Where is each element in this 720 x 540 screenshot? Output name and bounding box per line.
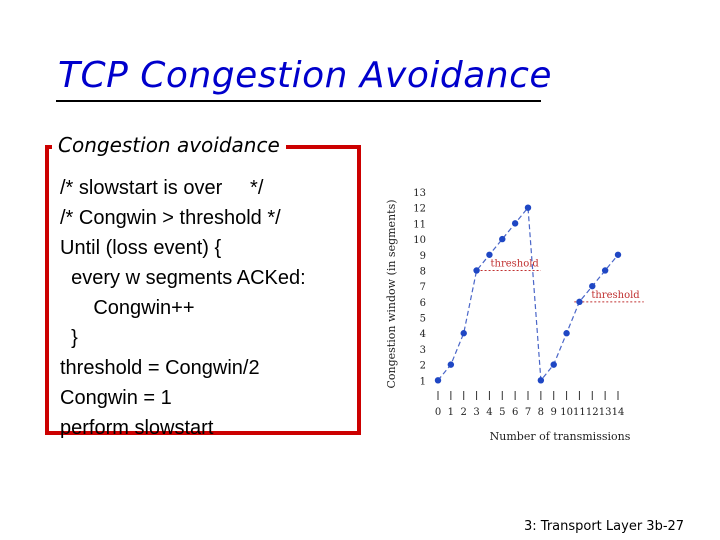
x-tick-label: 4 <box>486 407 492 418</box>
data-point <box>473 267 480 274</box>
y-tick-label: 11 <box>413 219 426 230</box>
y-tick-label: 1 <box>420 376 426 387</box>
x-tick-label: 1 <box>448 407 454 418</box>
pseudocode-line: threshold = Congwin/2 <box>60 357 260 379</box>
x-tick-label: 9 <box>551 407 557 418</box>
y-axis-title: Congestion window (in segments) <box>385 199 398 388</box>
x-tick-label: 8 <box>538 407 544 418</box>
data-point <box>524 204 532 211</box>
pseudocode-line: Congwin = 1 <box>60 387 172 409</box>
threshold-label: threshold <box>591 290 640 301</box>
x-tick-label: 14 <box>612 407 625 418</box>
slide-footer: 3: Transport Layer 3b-27 <box>524 519 685 534</box>
data-point <box>550 361 557 368</box>
y-tick-label: 9 <box>420 251 426 262</box>
y-tick-label: 4 <box>420 329 426 340</box>
slide-title: TCP Congestion Avoidance <box>58 55 553 96</box>
data-point <box>447 361 455 368</box>
threshold-label: threshold <box>490 258 539 269</box>
pseudocode-line: } <box>60 327 78 349</box>
pseudocode-line: perform slowstart <box>60 417 214 439</box>
data-point <box>563 330 570 337</box>
y-tick-label: 12 <box>413 204 426 215</box>
data-point <box>601 267 609 274</box>
data-point <box>576 298 583 306</box>
pseudocode-line: Until (loss event) { <box>60 237 222 259</box>
data-point <box>511 220 519 227</box>
data-point <box>486 251 493 258</box>
y-tick-label: 5 <box>420 314 426 325</box>
algorithm-box-label: Congestion avoidance <box>52 132 286 158</box>
data-point <box>434 377 442 384</box>
x-tick-label: 7 <box>525 407 531 418</box>
y-tick-label: 2 <box>420 361 426 372</box>
pseudocode-line: every w segments ACKed: <box>60 267 306 289</box>
x-tick-label: 5 <box>499 407 505 418</box>
x-tick-label: 6 <box>512 407 518 418</box>
x-tick-label: 2 <box>461 407 467 418</box>
x-axis-title: Number of transmissions <box>490 430 631 443</box>
data-point <box>460 330 467 337</box>
x-tick-label: 3 <box>473 407 479 418</box>
y-tick-label: 13 <box>413 188 426 199</box>
y-tick-label: 10 <box>413 235 426 246</box>
y-tick-label: 3 <box>420 345 426 356</box>
congestion-window-series-line <box>437 206 619 382</box>
y-tick-label: 7 <box>420 282 426 293</box>
data-point <box>537 377 545 384</box>
data-point <box>499 235 506 243</box>
data-point <box>614 251 622 258</box>
pseudocode-line: /* Congwin > threshold */ <box>60 207 281 229</box>
title-underline <box>56 100 541 102</box>
pseudocode-line: Congwin++ <box>60 297 195 319</box>
y-tick-label: 8 <box>420 266 426 277</box>
x-tick-label: 11 <box>573 407 586 418</box>
y-tick-label: 6 <box>420 298 426 309</box>
x-tick-label: 0 <box>435 407 441 418</box>
x-tick-label: 13 <box>599 407 612 418</box>
x-tick-label: 10 <box>560 407 573 418</box>
x-tick-label: 12 <box>586 407 599 418</box>
data-point <box>589 282 596 290</box>
pseudocode-line: /* slowstart is over */ <box>60 177 264 199</box>
